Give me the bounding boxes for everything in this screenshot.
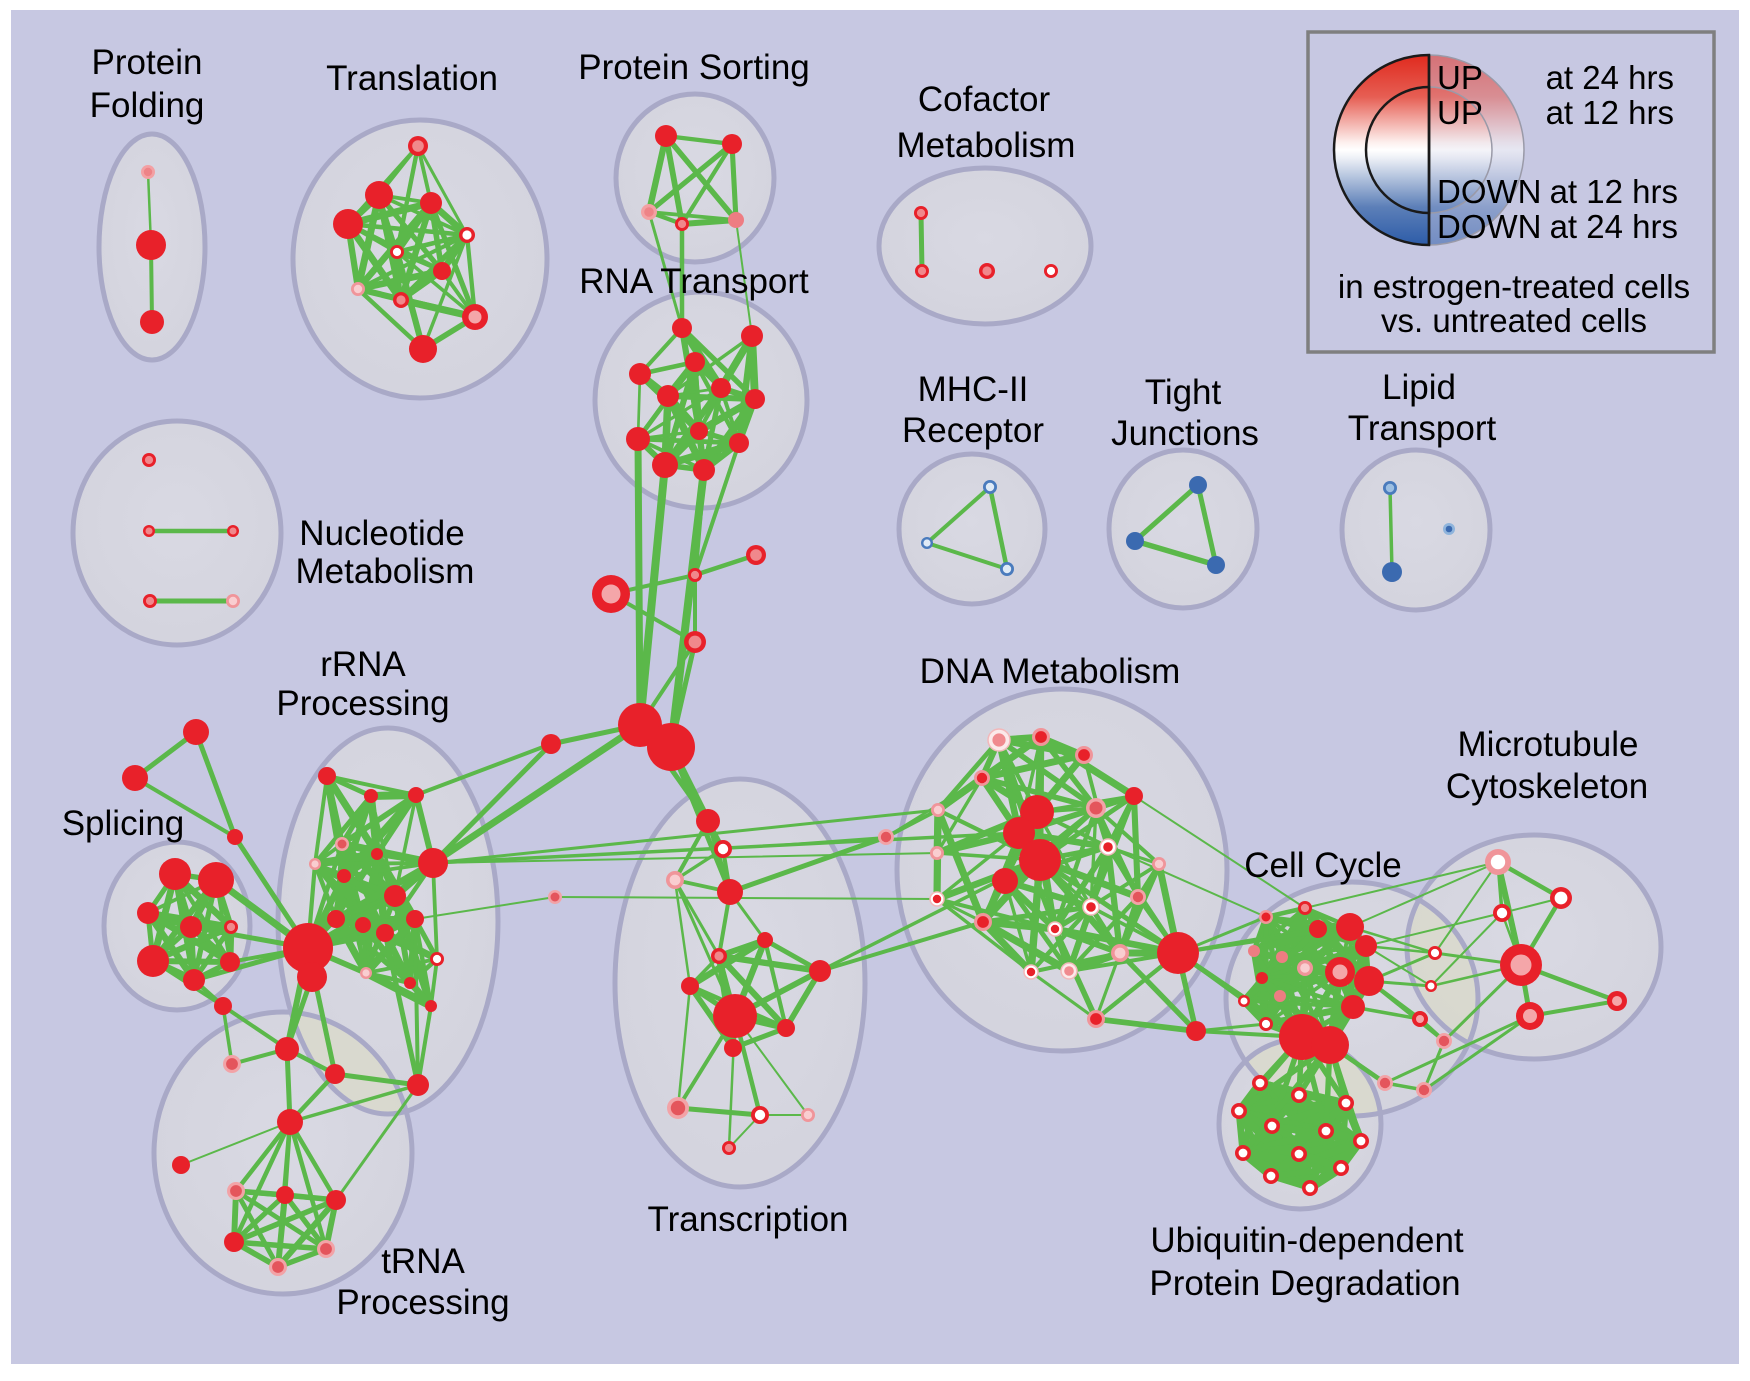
svg-text:Cell Cycle: Cell Cycle	[1244, 846, 1402, 885]
svg-text:Metabolism: Metabolism	[296, 552, 475, 591]
svg-text:RNA Transport: RNA Transport	[579, 262, 809, 301]
svg-text:in estrogen-treated cells: in estrogen-treated cells	[1338, 268, 1690, 305]
svg-text:at 24 hrs: at 24 hrs	[1546, 59, 1674, 96]
svg-text:Transcription: Transcription	[648, 1200, 849, 1239]
svg-text:rRNA: rRNA	[320, 645, 406, 684]
svg-text:Ubiquitin-dependent: Ubiquitin-dependent	[1150, 1221, 1464, 1260]
svg-text:Metabolism: Metabolism	[897, 126, 1076, 165]
svg-text:tRNA: tRNA	[381, 1242, 465, 1281]
svg-text:Receptor: Receptor	[902, 411, 1044, 450]
svg-text:Cytoskeleton: Cytoskeleton	[1446, 767, 1648, 806]
svg-text:Tight: Tight	[1145, 373, 1222, 412]
svg-text:Microtubule: Microtubule	[1458, 725, 1639, 764]
svg-text:Protein Degradation: Protein Degradation	[1149, 1264, 1460, 1303]
svg-text:MHC-II: MHC-II	[918, 370, 1029, 409]
svg-text:Nucleotide: Nucleotide	[299, 514, 464, 553]
svg-text:Processing: Processing	[276, 684, 449, 723]
svg-text:DNA Metabolism: DNA Metabolism	[920, 652, 1181, 691]
svg-text:Cofactor: Cofactor	[918, 80, 1051, 119]
svg-text:Protein Sorting: Protein Sorting	[578, 48, 810, 87]
svg-text:Junctions: Junctions	[1111, 414, 1259, 453]
svg-text:Folding: Folding	[90, 86, 205, 125]
svg-text:at 12 hrs: at 12 hrs	[1550, 173, 1678, 210]
svg-text:at 12 hrs: at 12 hrs	[1546, 94, 1674, 131]
svg-text:Transport: Transport	[1348, 409, 1497, 448]
svg-text:at 24 hrs: at 24 hrs	[1550, 208, 1678, 245]
svg-text:DOWN: DOWN	[1437, 173, 1541, 210]
svg-text:Translation: Translation	[326, 59, 498, 98]
svg-text:Protein: Protein	[92, 43, 203, 82]
svg-text:Processing: Processing	[336, 1283, 509, 1322]
svg-text:DOWN: DOWN	[1437, 208, 1541, 245]
svg-text:Splicing: Splicing	[62, 804, 185, 843]
svg-text:UP: UP	[1437, 59, 1483, 96]
svg-text:vs. untreated cells: vs. untreated cells	[1381, 302, 1647, 339]
svg-text:Lipid: Lipid	[1382, 368, 1456, 407]
svg-text:UP: UP	[1437, 94, 1483, 131]
